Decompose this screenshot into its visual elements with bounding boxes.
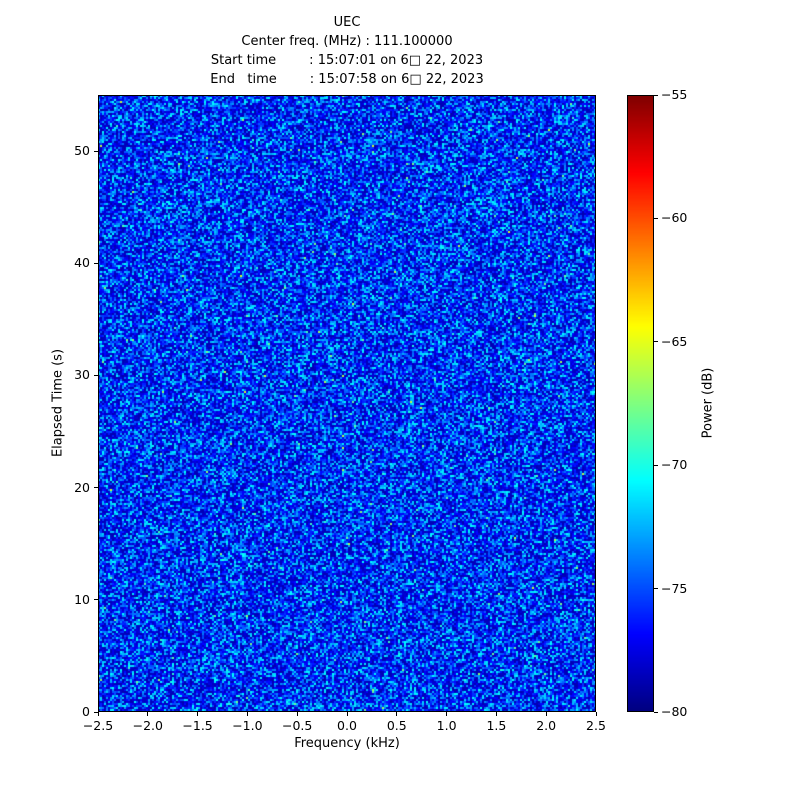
x-tick-label: 1.5 bbox=[486, 718, 507, 733]
colorbar bbox=[627, 95, 654, 712]
colorbar-tick-label: −60 bbox=[661, 210, 688, 226]
colorbar-tick-label: −80 bbox=[661, 704, 688, 719]
y-tick-label: 0 bbox=[82, 704, 90, 719]
y-tick-mark bbox=[94, 150, 98, 152]
spectrogram-heatmap bbox=[98, 95, 596, 712]
end-time-line: End time : 15:07:58 on 6□ 22, 2023 bbox=[210, 72, 484, 87]
x-tick-label: −2.5 bbox=[82, 718, 114, 733]
x-tick-label: 2.0 bbox=[536, 718, 557, 733]
x-tick-label: 1.0 bbox=[436, 718, 457, 733]
start-time-line: Start time : 15:07:01 on 6□ 22, 2023 bbox=[210, 53, 484, 68]
figure-title: UEC bbox=[333, 15, 361, 30]
y-tick-mark bbox=[94, 262, 98, 264]
x-tick-label: −2.0 bbox=[132, 718, 163, 733]
x-tick-mark bbox=[545, 712, 547, 716]
x-tick-mark bbox=[396, 712, 398, 716]
x-tick-mark bbox=[346, 712, 348, 716]
x-tick-label: −0.5 bbox=[282, 718, 313, 733]
colorbar-tick-mark bbox=[654, 341, 658, 343]
x-tick-mark bbox=[197, 712, 199, 716]
colorbar-tick-label: −70 bbox=[661, 457, 688, 473]
x-tick-mark bbox=[246, 712, 248, 716]
x-tick-label: −1.5 bbox=[182, 718, 213, 733]
y-axis-label: Elapsed Time (s) bbox=[50, 348, 66, 458]
center-freq-line: Center freq. (MHz) : 111.100000 bbox=[241, 34, 453, 49]
figure-header: UEC Center freq. (MHz) : 111.100000 Star… bbox=[98, 13, 596, 89]
x-tick-label: 2.5 bbox=[586, 718, 606, 733]
x-tick-mark bbox=[495, 712, 497, 716]
y-tick-mark bbox=[94, 487, 98, 489]
y-tick-mark bbox=[94, 374, 98, 376]
colorbar-tick-mark bbox=[654, 94, 658, 96]
y-tick-label: 50 bbox=[74, 143, 90, 159]
y-tick-mark bbox=[94, 599, 98, 601]
y-tick-label: 10 bbox=[74, 591, 90, 607]
colorbar-tick-mark bbox=[654, 711, 658, 713]
x-tick-label: −1.0 bbox=[232, 718, 263, 733]
y-tick-label: 30 bbox=[74, 367, 90, 383]
x-tick-mark bbox=[147, 712, 149, 716]
y-tick-label: 20 bbox=[74, 479, 90, 495]
x-tick-label: 0.0 bbox=[337, 718, 357, 733]
colorbar-tick-mark bbox=[654, 217, 658, 219]
colorbar-tick-label: −55 bbox=[661, 87, 688, 102]
x-tick-mark bbox=[296, 712, 298, 716]
x-tick-label: 0.5 bbox=[386, 718, 407, 733]
colorbar-tick-mark bbox=[654, 464, 658, 466]
colorbar-tick-mark bbox=[654, 588, 658, 590]
colorbar-tick-label: −75 bbox=[661, 580, 688, 596]
x-tick-mark bbox=[595, 712, 597, 716]
x-tick-mark bbox=[446, 712, 448, 716]
colorbar-label: Power (dB) bbox=[700, 367, 716, 439]
x-tick-mark bbox=[97, 712, 99, 716]
y-tick-mark bbox=[94, 711, 98, 713]
colorbar-tick-label: −65 bbox=[661, 333, 688, 349]
y-tick-label: 40 bbox=[74, 255, 90, 271]
x-axis-label: Frequency (kHz) bbox=[294, 736, 400, 751]
